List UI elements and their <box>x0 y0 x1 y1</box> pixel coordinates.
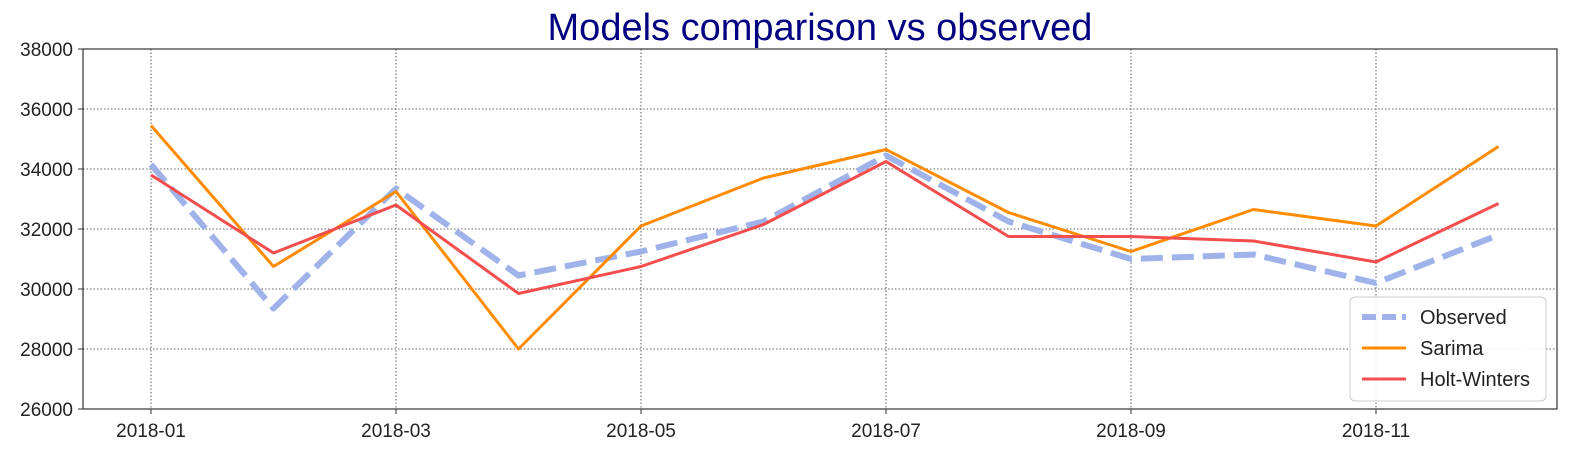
series-line-holt-winters <box>150 160 1500 295</box>
y-tick-label: 30000 <box>20 280 73 301</box>
legend: Observed Sarima Holt-Winters <box>1349 296 1547 402</box>
legend-label: Sarima <box>1420 338 1484 360</box>
series-line-observed <box>148 152 1500 312</box>
grid <box>83 49 1557 409</box>
y-tick-label: 34000 <box>20 160 73 181</box>
legend-box <box>1349 296 1547 402</box>
y-tick-label: 36000 <box>20 100 73 121</box>
series-line-sarima <box>149 124 1500 351</box>
x-tick-label: 2018-03 <box>361 421 431 442</box>
plot-frame <box>82 48 1558 410</box>
legend-label: Observed <box>1420 307 1507 329</box>
axes: 26000 28000 30000 32000 34000 36000 38000 2018-… <box>20 40 1558 442</box>
x-tick-label: 2018-07 <box>851 421 921 442</box>
y-tick-label: 28000 <box>20 340 73 361</box>
y-tick-label: 32000 <box>20 220 73 241</box>
chart-title: Models comparison vs observed <box>548 7 1093 49</box>
x-tick-label: 2018-05 <box>606 421 676 442</box>
legend-label: Holt-Winters <box>1420 369 1530 391</box>
x-tick-label: 2018-11 <box>1342 421 1410 442</box>
series-lines <box>148 124 1500 351</box>
x-tick-label: 2018-01 <box>116 421 186 442</box>
x-tick-label: 2018-09 <box>1096 421 1166 442</box>
y-tick-label: 26000 <box>20 400 73 421</box>
y-tick-label: 38000 <box>20 40 73 61</box>
